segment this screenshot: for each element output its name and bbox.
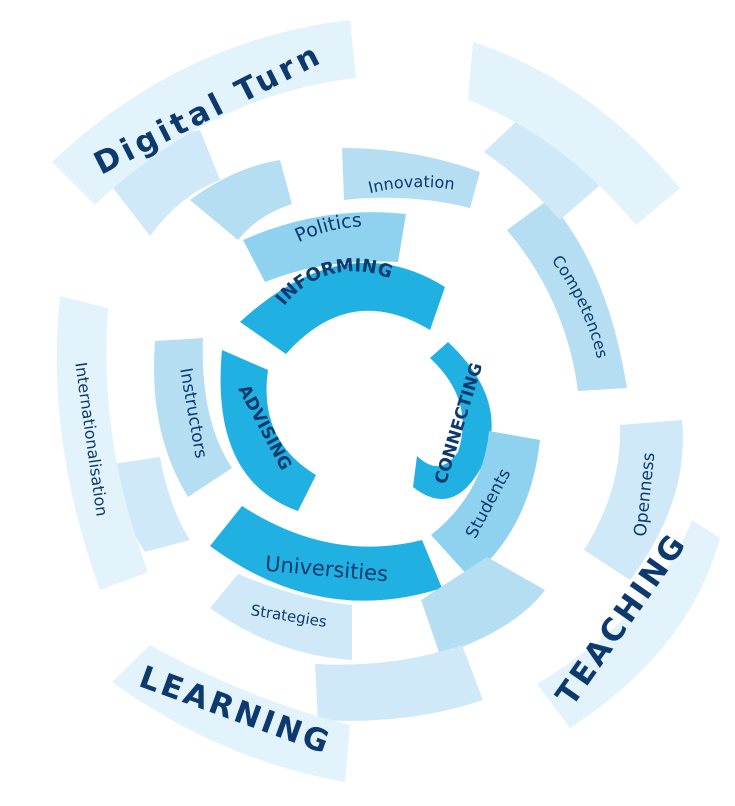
segment-core-universities	[210, 506, 442, 601]
segment-r3-b	[421, 557, 545, 655]
segment-r5-topright	[468, 42, 680, 225]
segment-r4-c	[106, 457, 190, 552]
segment-core-connecting	[413, 342, 492, 499]
segment-digital-turn-band	[52, 20, 356, 205]
segment-core-informing	[240, 262, 445, 354]
segment-core-advising	[220, 350, 316, 511]
segment-learning-band	[112, 645, 350, 782]
segment-internationalisation	[56, 296, 148, 590]
segment-strategies	[210, 574, 352, 660]
segment-innovation	[342, 148, 480, 208]
segment-instructors	[153, 338, 232, 497]
segment-competences	[507, 200, 627, 391]
segment-r4-d	[315, 645, 483, 721]
segment-teaching-band	[537, 520, 720, 728]
segment-students	[431, 431, 540, 578]
segment-politics	[243, 212, 406, 282]
segment-r4-b	[484, 118, 600, 220]
segment-r3-a	[190, 160, 292, 240]
segment-openness	[584, 420, 683, 580]
